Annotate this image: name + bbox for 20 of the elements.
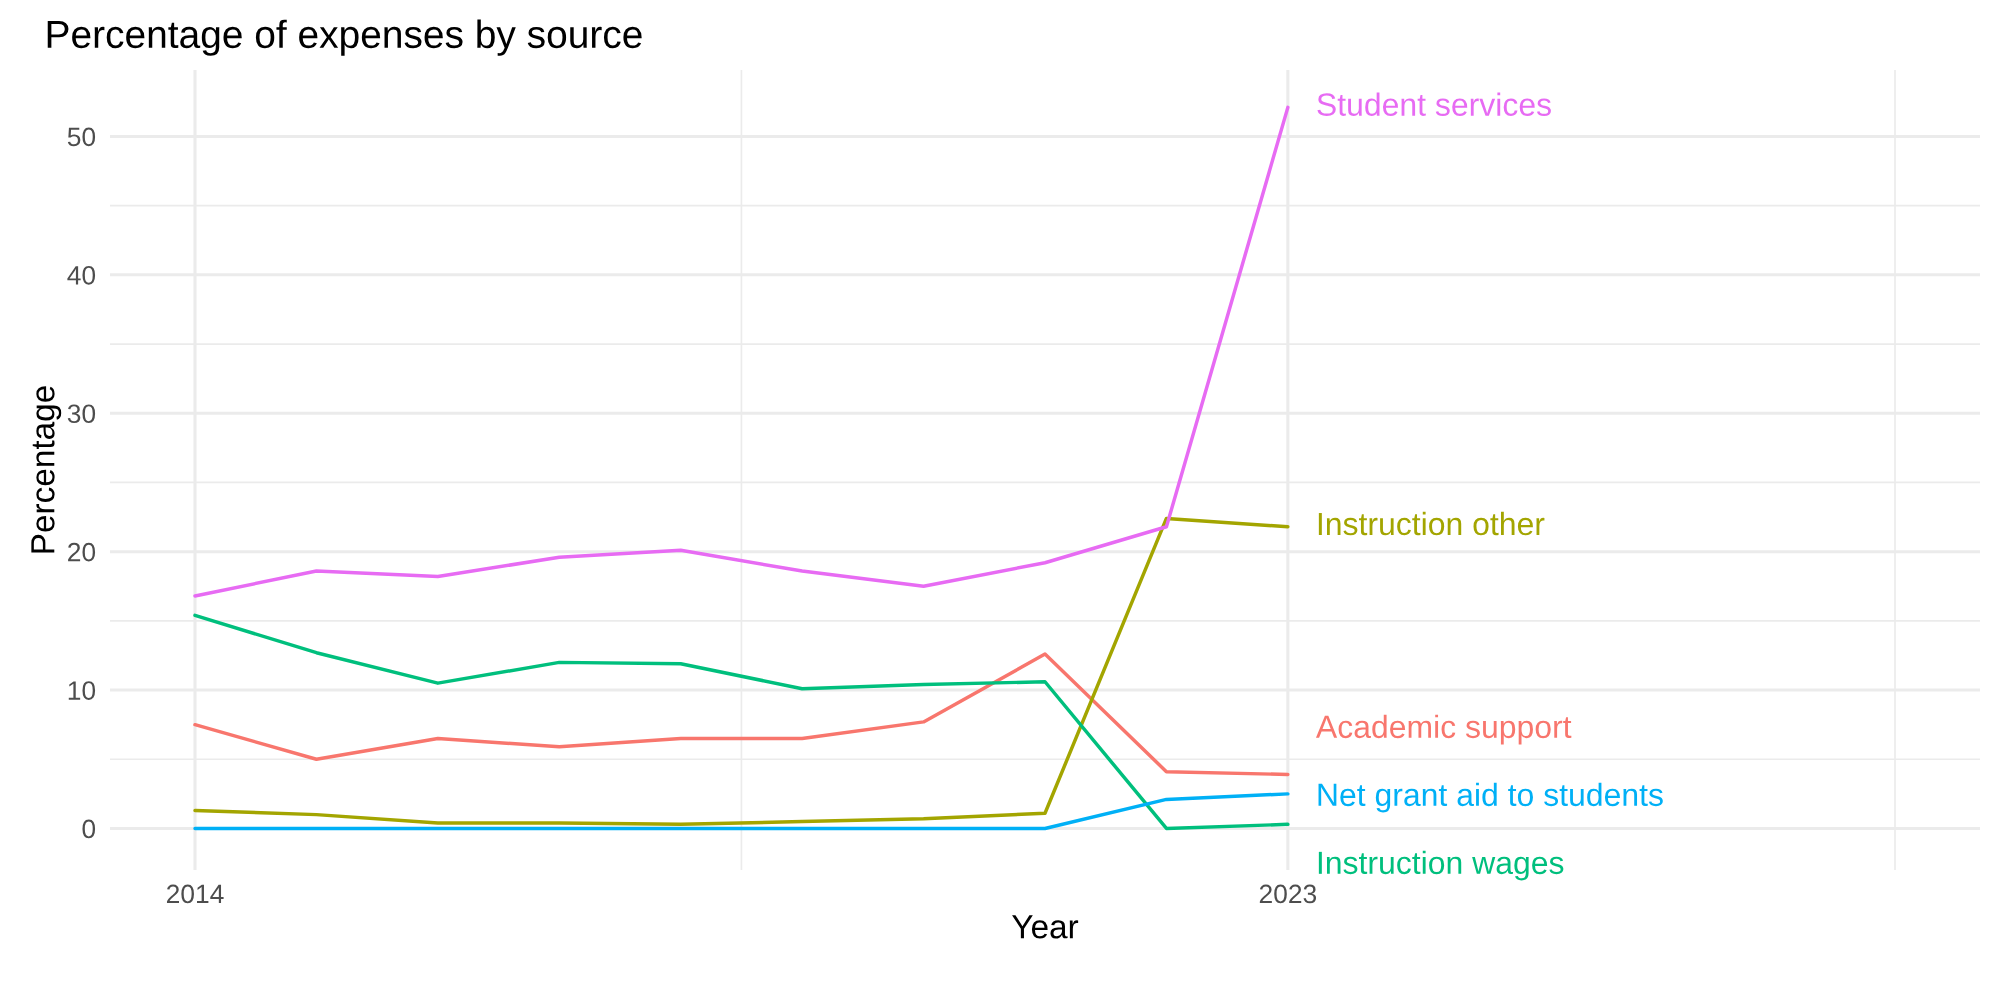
- x-axis-title: Year: [1012, 915, 1079, 939]
- x-tick-label: 2014: [166, 884, 224, 904]
- y-tick-label: 30: [67, 404, 96, 424]
- series-label: Instruction wages: [1318, 850, 1564, 881]
- y-tick-label: 20: [68, 542, 96, 562]
- x-tick-label: 2023: [1259, 884, 1317, 904]
- line-series: [193, 105, 1290, 598]
- series-label: Academic support: [1315, 714, 1572, 745]
- line-series: [193, 652, 1290, 777]
- y-axis-title: Percentage: [31, 386, 62, 553]
- y-tick-label: 0: [82, 819, 96, 839]
- series-label: Net grant aid to students: [1318, 782, 1663, 813]
- line-series: [193, 516, 1290, 827]
- line-series: [193, 613, 1290, 831]
- y-tick-label: 10: [68, 681, 96, 700]
- series-label: Student services: [1317, 92, 1551, 116]
- y-tick-label: 50: [67, 127, 96, 147]
- series-label: Instruction other: [1318, 511, 1545, 536]
- y-tick-label: 40: [67, 265, 96, 285]
- chart-title: Percentage of expenses by source: [47, 19, 642, 56]
